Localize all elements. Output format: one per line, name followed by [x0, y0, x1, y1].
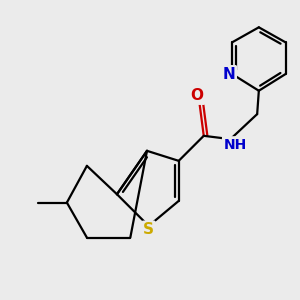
Text: S: S [143, 222, 154, 237]
Text: NH: NH [223, 138, 247, 152]
Text: N: N [223, 67, 236, 82]
Text: O: O [191, 88, 204, 104]
Text: N: N [223, 67, 236, 82]
Text: NH: NH [223, 138, 247, 152]
Text: S: S [143, 222, 154, 237]
Text: O: O [191, 88, 204, 104]
